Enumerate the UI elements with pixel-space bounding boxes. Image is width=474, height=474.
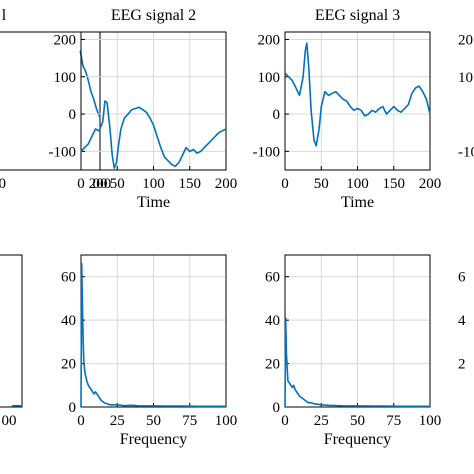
x-tick-label: 200: [419, 176, 442, 192]
panel-eeg4_time: 20 10 -10: [458, 32, 474, 160]
y-tick-label: 0: [273, 107, 281, 123]
x-tick-label: 75: [182, 413, 197, 429]
x-axis-label: Time: [341, 194, 374, 211]
axes-box: [0, 254, 23, 408]
x-tick-label: 100: [142, 176, 165, 192]
panel-title: EEG signal 3: [315, 7, 400, 24]
x-axis-label: Frequency: [324, 431, 392, 448]
x-tick-label-fragment: 00: [2, 413, 17, 429]
x-tick-label: 0: [77, 176, 85, 192]
series-line: [80, 100, 227, 169]
x-tick-label: 100: [215, 413, 238, 429]
x-axis-label: Frequency: [120, 431, 188, 448]
y-tick-label: 2: [458, 357, 466, 373]
y-tick-label: 20: [458, 32, 473, 48]
panel-title: EEG signal 2: [111, 7, 196, 24]
x-tick-label: 75: [386, 413, 401, 429]
y-tick-label: -10: [458, 144, 474, 160]
x-tick-label: 0: [281, 413, 289, 429]
y-tick-label: 60: [265, 270, 280, 286]
x-tick-label: 0: [281, 176, 289, 192]
panel-eeg1_time: 0000200l: [0, 7, 111, 192]
y-tick-label: 0: [69, 107, 77, 123]
x-tick-label: 50: [314, 176, 329, 192]
y-tick-label: 200: [258, 32, 281, 48]
y-tick-label: 20: [61, 357, 76, 373]
x-tick-label: 200: [215, 176, 238, 192]
x-tick-label: 100: [419, 413, 442, 429]
x-tick-label: 150: [179, 176, 202, 192]
y-tick-label: 6: [458, 270, 466, 286]
x-tick-label: 25: [110, 413, 125, 429]
x-tick-label: 50: [146, 413, 161, 429]
series-line: [284, 42, 431, 147]
axes-box: [0, 31, 101, 171]
x-tick-label: 150: [383, 176, 406, 192]
x-tick-label: 0: [77, 413, 85, 429]
panel-title-fragment: l: [2, 7, 7, 24]
series-line: [80, 262, 226, 408]
x-tick-label: 50: [350, 413, 365, 429]
panel-eeg1_freq: 00: [0, 254, 23, 429]
x-tick-label: 200: [89, 176, 112, 192]
panel-eeg2_freq: 0 20 40 60 0 25 50 75 100 Frequency: [61, 254, 238, 448]
y-tick-label: 60: [61, 270, 76, 286]
y-tick-label: 40: [265, 313, 280, 329]
y-tick-label: 0: [69, 400, 77, 416]
x-tick-label: 100: [346, 176, 369, 192]
y-tick-label: 0: [273, 400, 281, 416]
y-tick-label: 100: [54, 70, 77, 86]
panel-eeg3_freq: 0 20 40 60 0 25 50 75 100 Frequency: [265, 254, 442, 448]
x-tick-label: 25: [314, 413, 329, 429]
y-tick-label: -100: [49, 144, 77, 160]
y-tick-label: 10: [458, 70, 473, 86]
y-tick-label: 40: [61, 313, 76, 329]
x-tick-label-fragment: 00: [0, 176, 6, 192]
y-tick-label: 20: [265, 357, 280, 373]
x-tick-label: 50: [110, 176, 125, 192]
x-axis-label: Time: [137, 194, 170, 211]
x-tick-label: 00: [93, 176, 108, 192]
y-tick-label: 100: [258, 70, 281, 86]
y-tick-label: 4: [458, 313, 466, 329]
series-line: [79, 50, 101, 117]
y-tick-label: -100: [253, 144, 281, 160]
panel-eeg4_freq: 6 4 2: [458, 270, 466, 373]
series-line: [284, 317, 430, 408]
y-tick-label: 200: [54, 32, 77, 48]
